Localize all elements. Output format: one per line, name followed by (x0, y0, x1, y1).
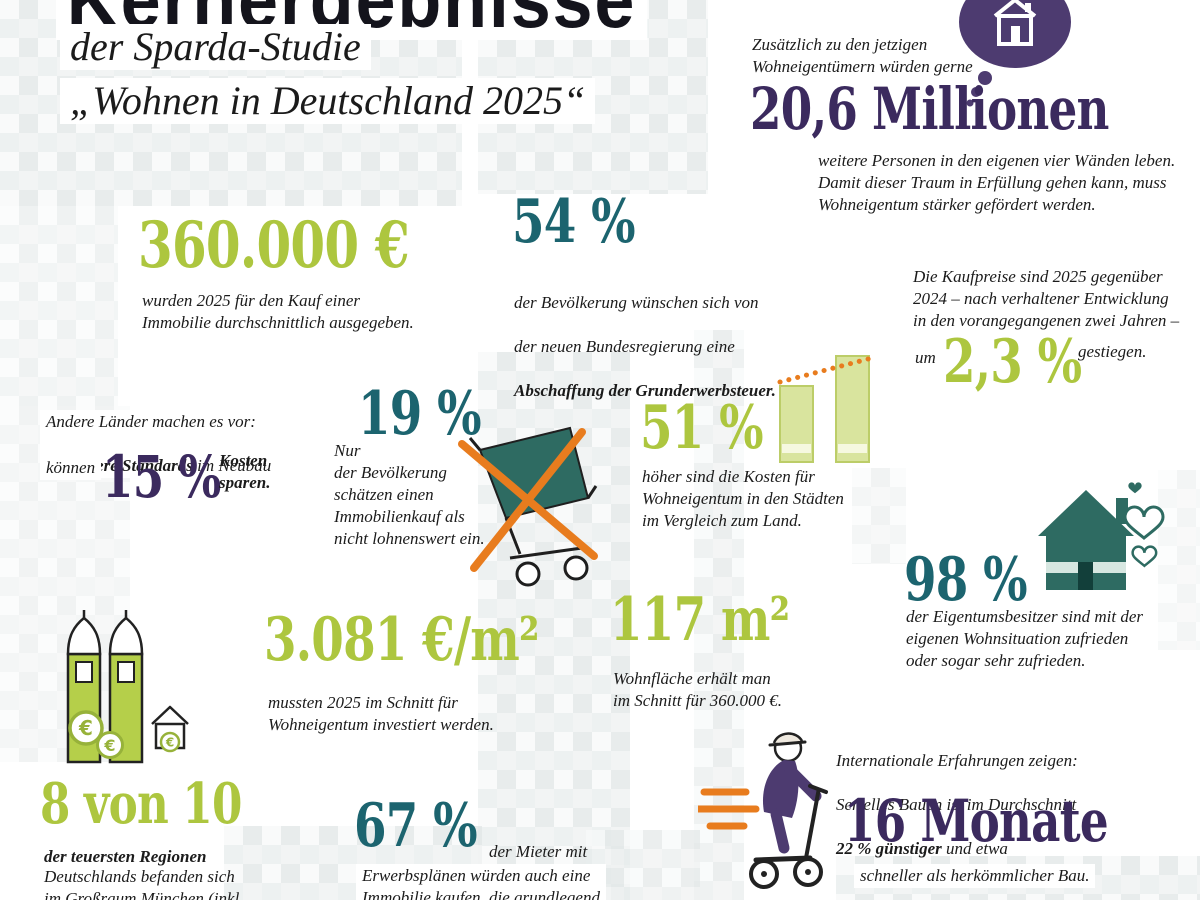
svg-text:€: € (78, 716, 93, 740)
svg-text:€: € (103, 736, 115, 755)
avg-price-value: 360.000 € (138, 208, 410, 283)
area-value: 117 m² (610, 585, 790, 655)
tax-text: der Bevölkerung wünschen sich von der ne… (514, 293, 776, 401)
city-cost-text: höher sind die Kosten für Wohneigentum i… (642, 467, 844, 531)
price-rise-text: Die Kaufpreise sind 2025 gegenüber 2024 … (913, 267, 1180, 331)
frauenkirche-euro-icon: € € € (66, 610, 189, 764)
mosaic-strip (694, 330, 744, 900)
satisfied-text: der Eigentumsbesitzer sind mit der eigen… (906, 607, 1144, 671)
standards-save: Kosten sparen. (219, 451, 271, 493)
house-hearts-icon (1038, 482, 1165, 590)
not-worth-value: 19 % (358, 379, 482, 449)
standards-koennen: können (40, 456, 102, 481)
price-rise-um: um (915, 348, 936, 367)
standards-line1: Andere Länder machen es vor: (40, 410, 262, 435)
city-cost-value: 51 % (640, 393, 764, 463)
tax-value: 54 % (512, 187, 636, 257)
renters-side: der Mieter mit (489, 842, 588, 861)
serial-text: Internationale Erfahrungen zeigen: Serie… (836, 751, 1078, 859)
svg-text:€: € (165, 736, 174, 750)
mosaic-strip (0, 206, 118, 406)
renters-value: 67 % (354, 791, 478, 861)
standards-value: 15 % (102, 443, 221, 511)
munich-value: 8 von 10 (40, 771, 242, 837)
munich-text: Deutschlands befanden sich im Großraum M… (44, 867, 244, 900)
serial-value: 16 Monate (844, 787, 1109, 855)
thought-bubble-house-icon (959, 0, 1071, 107)
avg-price-text: wurden 2025 für den Kauf einer Immobilie… (142, 291, 414, 333)
price-rise-value: 2,3 % (943, 327, 1082, 397)
millions-intro: Zusätzlich zu den jetzigen Wohneigentüme… (752, 35, 973, 77)
area-text: Wohnfläche erhält man im Schnitt für 360… (613, 669, 783, 711)
not-worth-text: Nur der Bevölkerung schätzen einen Immob… (334, 441, 485, 549)
subtitle-line-1: der Sparda-Studie (60, 24, 371, 70)
satisfied-value: 98 % (904, 545, 1028, 615)
munich-bold: der teuersten Regionen (44, 847, 207, 866)
millions-text: weitere Personen in den eigenen vier Wän… (818, 151, 1176, 215)
subtitle-line-2: „Wohnen in Deutschland 2025“ (60, 78, 596, 124)
millions-value: 20,6 Millionen (750, 75, 1109, 143)
renters-text: Erwerbsplänen würden auch eine Immobilie… (356, 864, 606, 900)
sqm-price-text: mussten 2025 im Schnitt für Wohneigentum… (268, 693, 494, 735)
price-rise-post: gestiegen. (1078, 342, 1147, 361)
worker-scooter-icon (698, 732, 828, 889)
mosaic-strip (1158, 470, 1200, 650)
serial-post: schneller als herkömmlicher Bau. (854, 864, 1096, 889)
sqm-price-value: 3.081 €/m² (264, 605, 539, 675)
crossed-shopping-cart-icon (458, 426, 598, 587)
mosaic-strip (852, 468, 906, 564)
rising-bars-icon (777, 355, 875, 463)
